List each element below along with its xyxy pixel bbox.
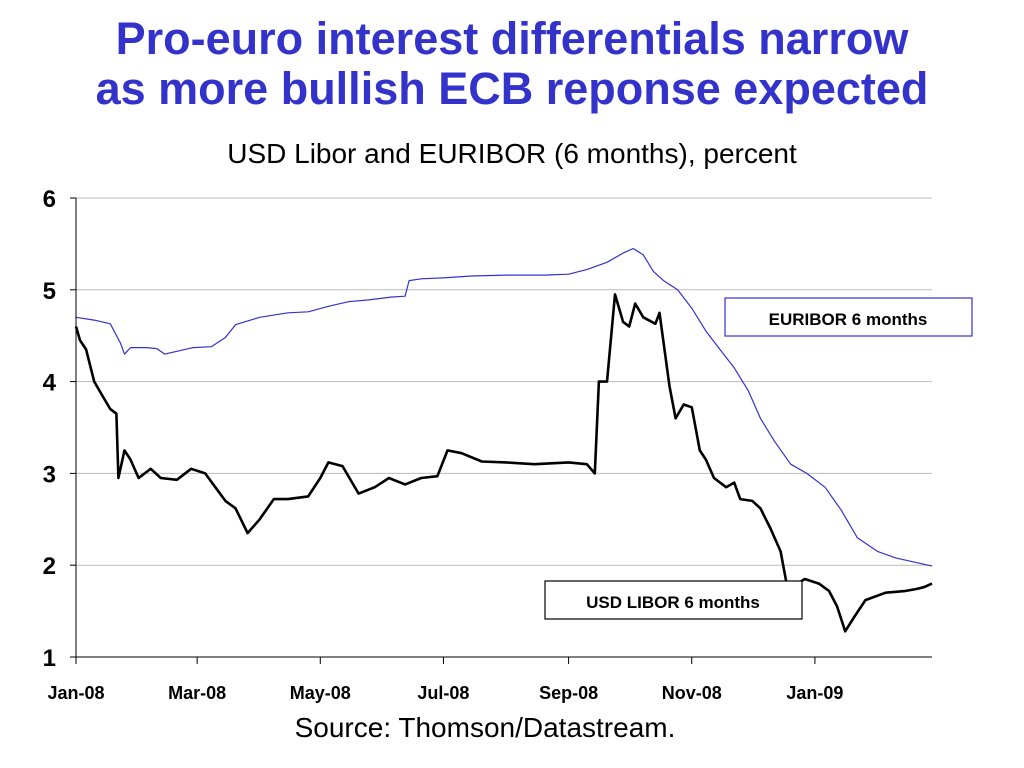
chart-subtitle: USD Libor and EURIBOR (6 months), percen… <box>227 138 797 169</box>
y-tick-label: 5 <box>43 278 56 305</box>
x-tick-label: Sep-08 <box>539 683 598 703</box>
euribor-label-box <box>724 297 973 337</box>
libor-label: USD LIBOR 6 months <box>586 593 760 612</box>
x-tick-label: Jan-09 <box>786 683 843 703</box>
libor-label-box <box>544 580 803 620</box>
chart-title-line-1: Pro-euro interest differentials narrow <box>115 13 909 64</box>
chart-title: Pro-euro interest differentials narrow a… <box>0 14 1024 114</box>
x-tick-label: Jan-08 <box>47 683 104 703</box>
x-tick-label: Mar-08 <box>168 683 226 703</box>
x-tick-label: Jul-08 <box>417 683 469 703</box>
source-note: Source: Thomson/Datastream. <box>294 712 676 743</box>
y-tick-label: 3 <box>43 461 56 488</box>
euribor-series-line <box>75 247 933 567</box>
gridlines <box>76 197 932 566</box>
x-tick-label: Nov-08 <box>662 683 722 703</box>
y-tick-label: 6 <box>43 186 56 213</box>
y-tick-label: 4 <box>43 370 57 397</box>
chart-title-line-2: as more bullish ECB reponse expected <box>95 63 929 114</box>
x-tick-label: May-08 <box>290 683 351 703</box>
series-labels: EURIBOR 6 months USD LIBOR 6 months <box>544 297 973 620</box>
libor-series-line <box>74 293 933 633</box>
y-tick-label: 2 <box>43 553 56 580</box>
y-tick-label: 1 <box>43 645 56 672</box>
axes: 1 2 3 4 5 6 Jan-08 Mar-08 May-08 Jul-08 Sep-08 Nov-… <box>43 186 932 703</box>
euribor-label: EURIBOR 6 months <box>769 310 928 329</box>
